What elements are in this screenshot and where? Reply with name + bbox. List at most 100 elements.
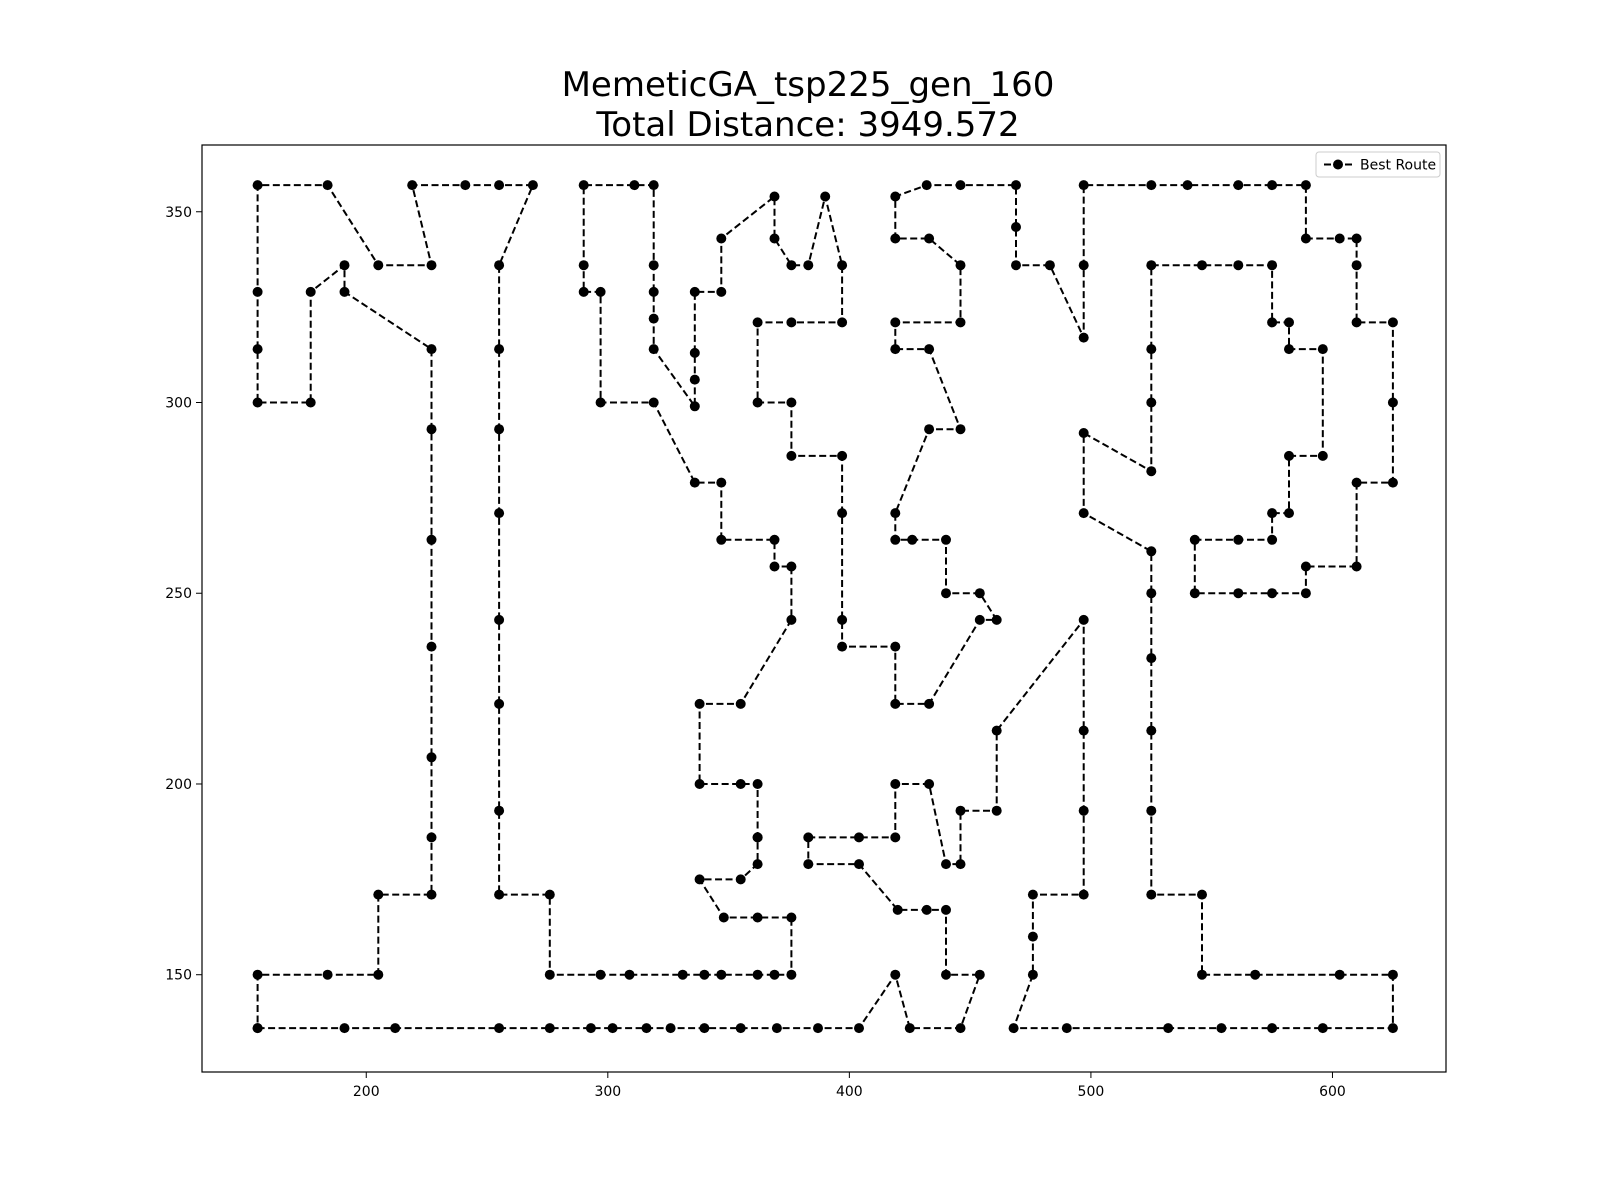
route-point-222 bbox=[427, 890, 437, 900]
route-point-131 bbox=[837, 508, 847, 518]
route-point-24 bbox=[803, 832, 813, 842]
route-point-212 bbox=[306, 398, 316, 408]
legend: Best Route bbox=[1316, 152, 1440, 177]
route-point-133 bbox=[786, 451, 796, 461]
route-point-161 bbox=[596, 398, 606, 408]
route-point-32 bbox=[992, 806, 1002, 816]
route-point-22 bbox=[854, 859, 864, 869]
route-point-218 bbox=[427, 535, 437, 545]
route-point-189 bbox=[625, 970, 635, 980]
route-point-220 bbox=[427, 752, 437, 762]
y-tick-label: 300 bbox=[165, 396, 192, 412]
route-point-200 bbox=[494, 260, 504, 270]
route-point-93 bbox=[1301, 234, 1311, 244]
route-point-88 bbox=[1388, 317, 1398, 327]
x-tick-label: 500 bbox=[1078, 1084, 1105, 1100]
route-point-211 bbox=[253, 398, 263, 408]
route-point-107 bbox=[922, 180, 932, 190]
route-point-194 bbox=[494, 806, 504, 816]
route-point-110 bbox=[924, 234, 934, 244]
route-point-115 bbox=[924, 344, 934, 354]
x-tick-label: 600 bbox=[1319, 1084, 1346, 1100]
route-point-151 bbox=[649, 344, 659, 354]
route-point-196 bbox=[494, 615, 504, 625]
route-point-56 bbox=[1146, 653, 1156, 663]
plot-background bbox=[202, 145, 1446, 1072]
route-point-81 bbox=[1267, 588, 1277, 598]
route-point-127 bbox=[890, 699, 900, 709]
route-point-143 bbox=[770, 234, 780, 244]
route-point-192 bbox=[545, 890, 555, 900]
route-point-82 bbox=[1301, 588, 1311, 598]
route-point-154 bbox=[649, 260, 659, 270]
route-point-54 bbox=[1146, 806, 1156, 816]
route-point-21 bbox=[893, 905, 903, 915]
route-point-184 bbox=[770, 970, 780, 980]
route-point-6 bbox=[608, 1023, 618, 1033]
route-point-104 bbox=[1011, 222, 1021, 232]
route-point-20 bbox=[922, 905, 932, 915]
route-point-10 bbox=[736, 1023, 746, 1033]
route-point-227 bbox=[253, 1023, 263, 1033]
route-point-2 bbox=[390, 1023, 400, 1033]
route-point-160 bbox=[596, 287, 606, 297]
route-point-23 bbox=[803, 859, 813, 869]
route-point-89 bbox=[1352, 317, 1362, 327]
route-point-116 bbox=[956, 424, 966, 434]
route-point-135 bbox=[753, 398, 763, 408]
route-point-126 bbox=[924, 699, 934, 709]
route-point-27 bbox=[890, 779, 900, 789]
route-point-123 bbox=[975, 588, 985, 598]
route-point-30 bbox=[956, 859, 966, 869]
route-point-15 bbox=[905, 1023, 915, 1033]
route-point-51 bbox=[1197, 970, 1207, 980]
route-point-190 bbox=[596, 970, 606, 980]
route-point-72 bbox=[1318, 451, 1328, 461]
route-point-31 bbox=[956, 806, 966, 816]
route-point-98 bbox=[1146, 180, 1156, 190]
route-point-134 bbox=[786, 398, 796, 408]
route-point-95 bbox=[1267, 180, 1277, 190]
route-point-99 bbox=[1079, 180, 1089, 190]
route-point-44 bbox=[1216, 1023, 1226, 1033]
route-point-198 bbox=[494, 424, 504, 434]
route-point-11 bbox=[772, 1023, 782, 1033]
route-point-52 bbox=[1197, 890, 1207, 900]
route-point-119 bbox=[890, 535, 900, 545]
route-point-140 bbox=[820, 192, 830, 202]
route-point-66 bbox=[1233, 260, 1243, 270]
route-point-193 bbox=[494, 890, 504, 900]
route-point-221 bbox=[427, 832, 437, 842]
route-point-35 bbox=[1079, 726, 1089, 736]
route-point-124 bbox=[992, 615, 1002, 625]
route-point-100 bbox=[1079, 260, 1089, 270]
route-point-76 bbox=[1267, 535, 1277, 545]
route-point-86 bbox=[1388, 478, 1398, 488]
route-point-37 bbox=[1079, 890, 1089, 900]
route-point-42 bbox=[1062, 1023, 1072, 1033]
route-point-80 bbox=[1233, 588, 1243, 598]
route-point-165 bbox=[716, 535, 726, 545]
route-point-179 bbox=[695, 874, 705, 884]
route-point-125 bbox=[975, 615, 985, 625]
route-point-185 bbox=[753, 970, 763, 980]
route-point-199 bbox=[494, 344, 504, 354]
route-point-122 bbox=[941, 588, 951, 598]
route-point-166 bbox=[770, 535, 780, 545]
chart-title-line-2: Total Distance: 3949.572 bbox=[595, 105, 1019, 145]
route-point-118 bbox=[890, 508, 900, 518]
route-point-225 bbox=[323, 970, 333, 980]
route-point-46 bbox=[1318, 1023, 1328, 1033]
route-point-43 bbox=[1163, 1023, 1173, 1033]
route-point-215 bbox=[340, 287, 350, 297]
legend-label: Best Route bbox=[1360, 158, 1436, 174]
route-point-216 bbox=[427, 344, 437, 354]
route-point-64 bbox=[1146, 260, 1156, 270]
plot-area bbox=[202, 145, 1446, 1072]
route-point-182 bbox=[786, 913, 796, 923]
route-point-63 bbox=[1146, 344, 1156, 354]
route-point-101 bbox=[1079, 333, 1089, 343]
route-point-47 bbox=[1388, 1023, 1398, 1033]
y-tick-label: 200 bbox=[165, 777, 192, 793]
route-point-94 bbox=[1301, 180, 1311, 190]
